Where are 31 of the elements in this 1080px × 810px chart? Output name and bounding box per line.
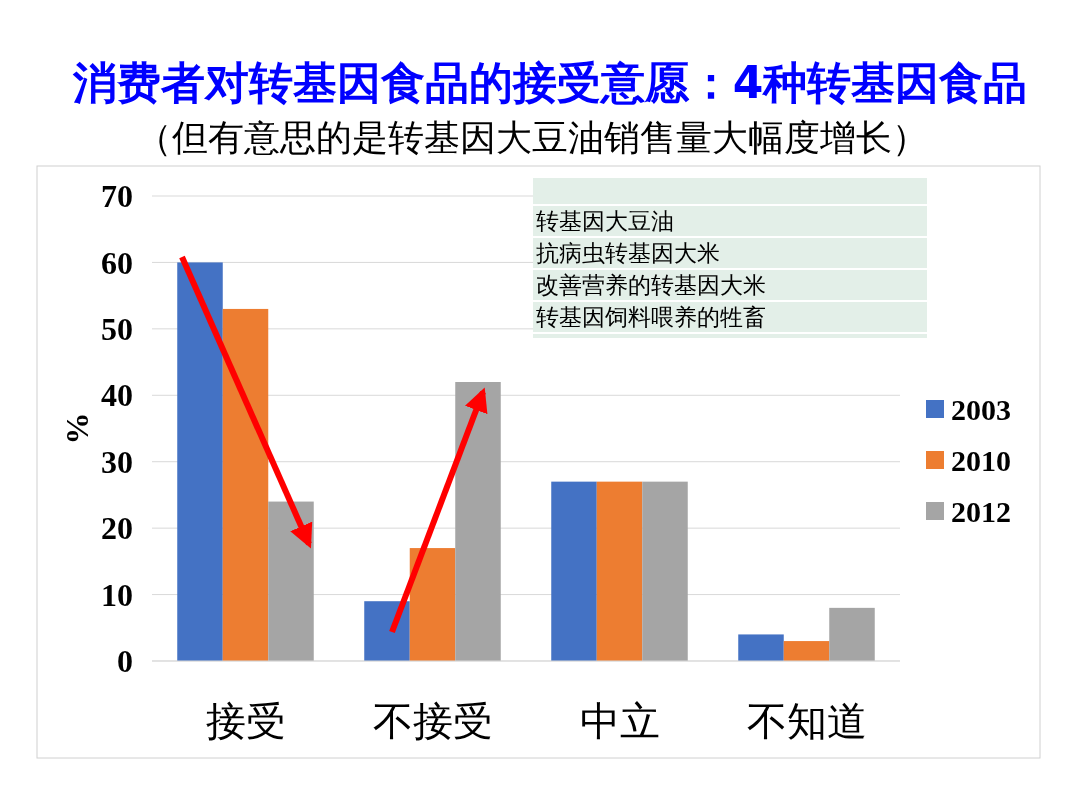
legend-label: 2003 [951, 392, 1011, 426]
y-tick-label: 40 [101, 377, 133, 414]
chart-title: 消费者对转基因食品的接受意愿：4种转基因食品 [71, 57, 1028, 108]
x-tick-label: 不接受 [372, 698, 493, 744]
bar [829, 607, 875, 661]
chart-subtitle: （但有意思的是转基因大豆油销售量大幅度增长） [136, 117, 928, 158]
bar [738, 634, 784, 661]
bar [409, 548, 456, 661]
y-axis-title: % [59, 412, 95, 445]
y-tick-label: 60 [101, 244, 133, 281]
legend-label: 2010 [951, 443, 1011, 477]
y-tick-label: 0 [117, 643, 133, 680]
bar [642, 481, 688, 661]
x-tick-label: 中立 [579, 698, 660, 744]
annotation: 转基因大豆油 [536, 208, 674, 235]
y-tick-label: 70 [101, 178, 133, 215]
annotation: 改善营养的转基因大米 [536, 272, 766, 299]
y-tick-label: 50 [101, 311, 133, 348]
bar [268, 501, 314, 661]
legend-label: 2012 [951, 494, 1011, 528]
y-tick-label: 10 [101, 576, 133, 613]
bar [551, 481, 597, 661]
y-tick-label: 30 [101, 443, 133, 480]
y-tick-label: 20 [101, 510, 133, 547]
bar [596, 481, 643, 661]
annotation: 抗病虫转基因大米 [536, 240, 720, 267]
x-tick-label: 接受 [205, 698, 286, 744]
x-tick-label: 不知道 [746, 698, 867, 744]
bar [364, 601, 410, 661]
annotation: 转基因饲料喂养的牲畜 [536, 304, 766, 331]
bar [783, 641, 830, 661]
